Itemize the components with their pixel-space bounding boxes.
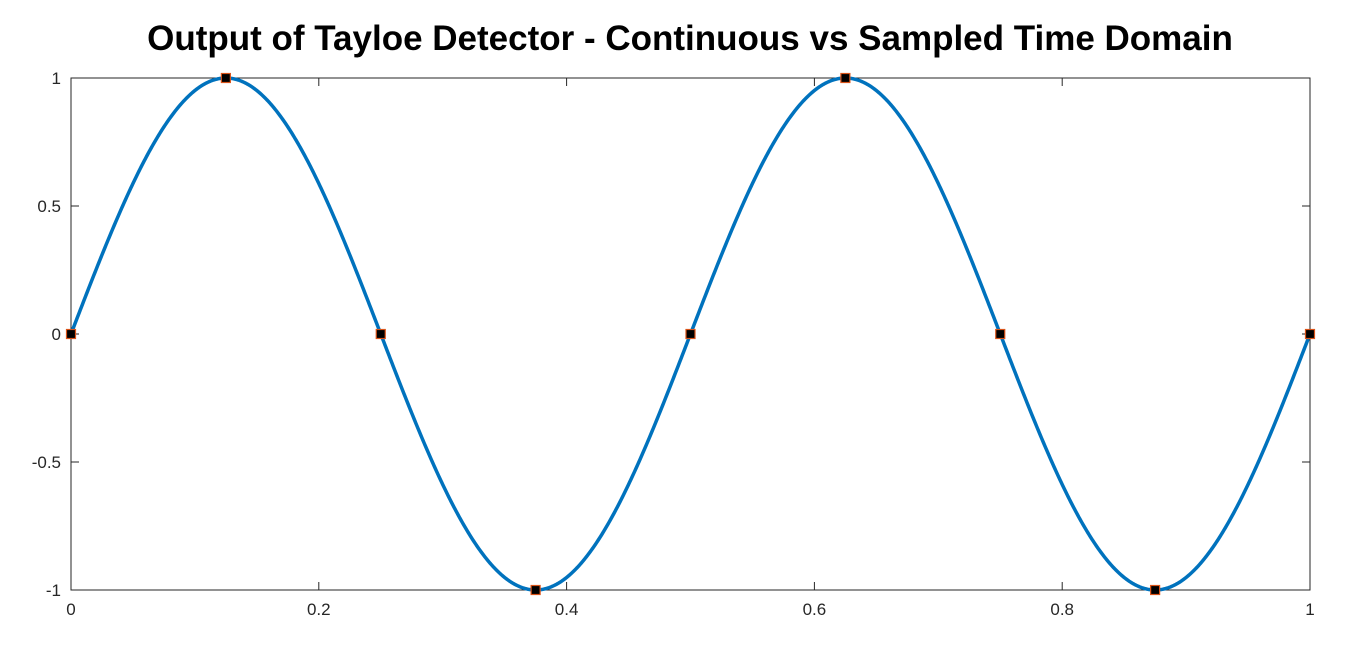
y-tick-label-1: 0.5 [37,197,61,216]
sample-point-4 [685,328,696,340]
sample-point-3 [530,584,541,596]
sample-point-0 [65,328,77,340]
sample-point-2 [375,328,386,340]
x-tick-label-2: 0.4 [555,600,579,619]
x-tick-label-1: 0.2 [307,600,331,619]
y-tick-label-0: 1 [52,69,61,88]
sample-point-8 [1304,328,1316,340]
y-tick-label-2: 0 [52,325,61,344]
y-tick-label-4: -1 [46,581,61,600]
sample-point-5 [840,72,851,84]
tick-labels: 0 0.2 0.4 0.6 0.8 1 1 0.5 0 -0.5 -1 [32,69,1315,619]
sample-point-1 [220,72,231,84]
x-tick-label-0: 0 [66,600,75,619]
x-tick-label-5: 1 [1305,600,1314,619]
series-layer [65,72,1316,596]
y-tick-label-3: -0.5 [32,453,61,472]
x-tick-label-3: 0.6 [803,600,827,619]
chart-title: Output of Tayloe Detector - Continuous v… [147,19,1233,58]
sample-point-7 [1150,584,1161,596]
x-tick-label-4: 0.8 [1050,600,1074,619]
sample-point-6 [995,328,1006,340]
